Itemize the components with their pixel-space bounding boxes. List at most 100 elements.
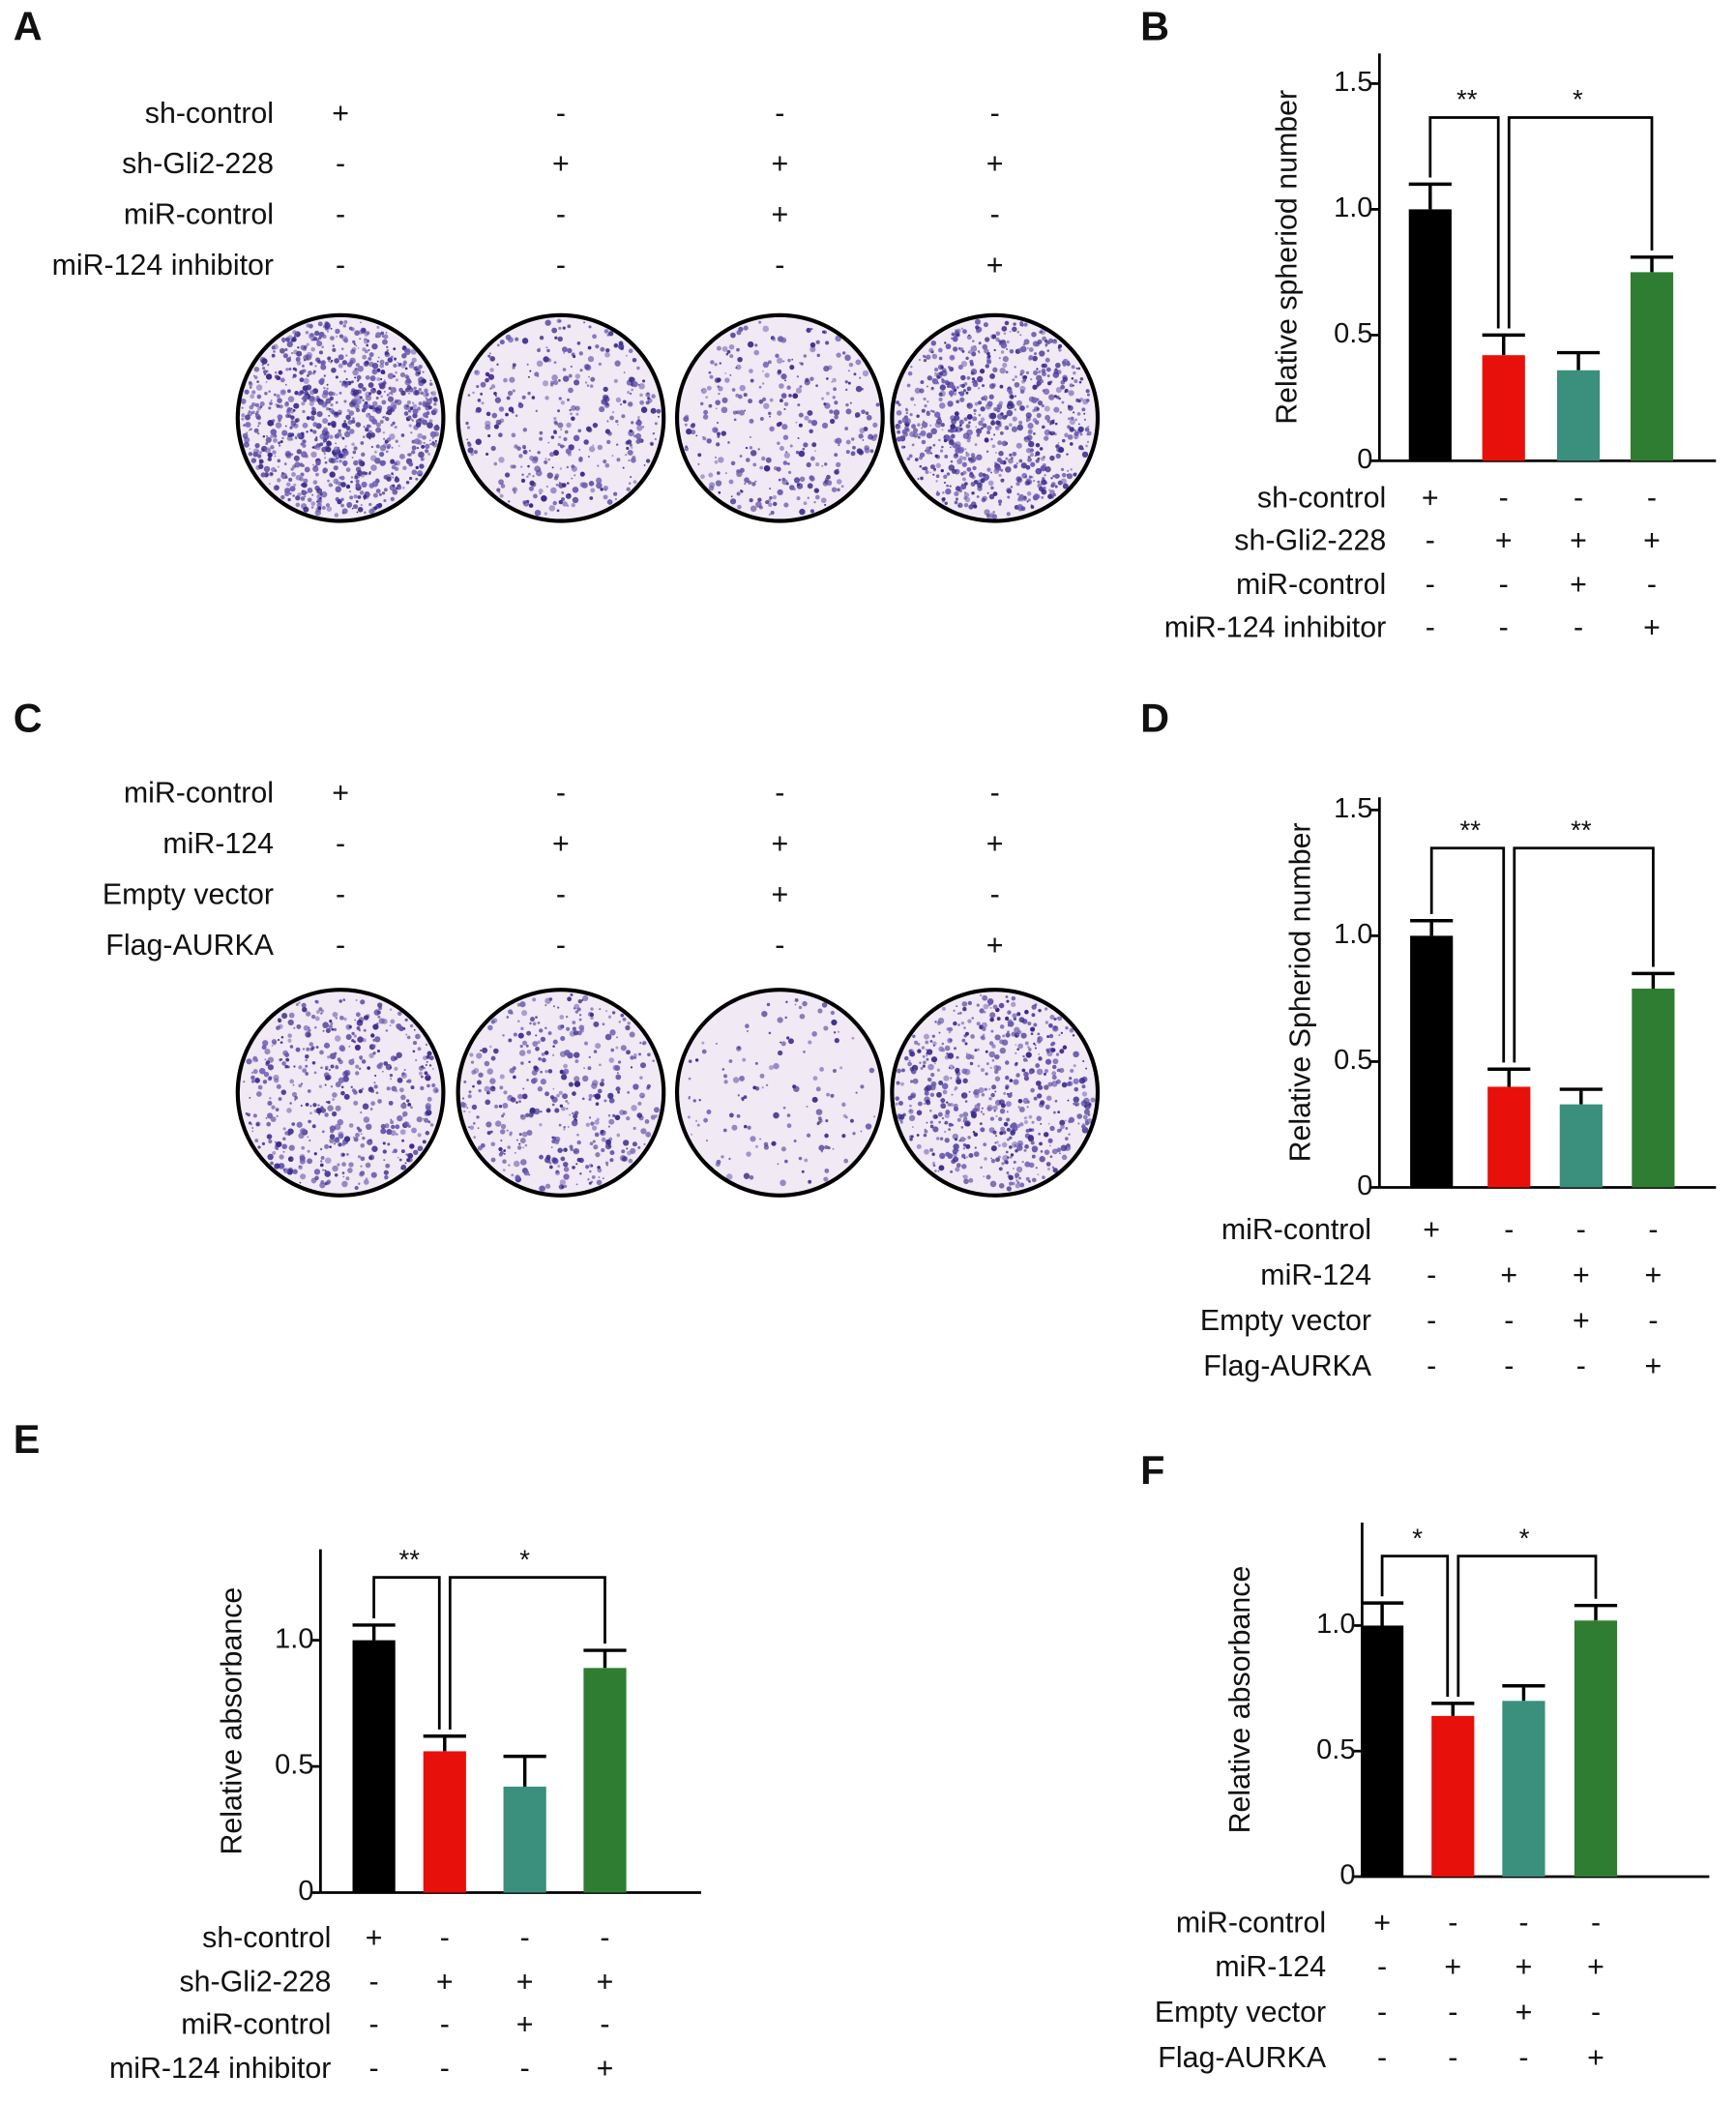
colony — [602, 1022, 605, 1026]
colony — [290, 407, 293, 410]
colony — [1038, 1084, 1044, 1090]
colony — [955, 1167, 960, 1172]
colony — [609, 1158, 614, 1163]
colony — [340, 435, 343, 438]
colony — [1009, 1079, 1014, 1082]
colony — [262, 434, 266, 438]
significance-label: * — [1412, 1523, 1423, 1553]
colony — [571, 1119, 578, 1127]
colony — [334, 1173, 338, 1177]
colony — [625, 453, 628, 457]
colony — [954, 411, 959, 417]
colony — [318, 1112, 321, 1115]
colony — [1026, 500, 1029, 503]
colony — [577, 429, 582, 433]
colony — [250, 428, 252, 430]
colony — [343, 1093, 350, 1100]
colony — [498, 457, 505, 463]
colony — [386, 445, 391, 450]
y-tick-label: 0 — [298, 1876, 313, 1907]
colony — [638, 383, 645, 390]
condition-sign: - — [1427, 1350, 1436, 1382]
colony — [737, 356, 743, 363]
colony — [843, 1158, 849, 1164]
colony — [1002, 1154, 1009, 1162]
colony — [807, 496, 809, 499]
colony — [1049, 432, 1053, 436]
colony — [798, 423, 803, 428]
colony — [330, 327, 333, 330]
colony — [285, 368, 289, 371]
condition-sign: - — [369, 2053, 379, 2085]
colony — [1019, 321, 1024, 326]
colony — [1012, 1181, 1015, 1186]
colony — [688, 1059, 692, 1063]
colony — [344, 445, 347, 448]
colony — [1037, 1036, 1041, 1040]
colony — [360, 1133, 363, 1136]
colony — [588, 325, 592, 329]
colony — [404, 374, 409, 379]
colony — [1044, 1084, 1049, 1090]
colony — [945, 488, 952, 495]
colony — [588, 1097, 592, 1102]
colony — [428, 419, 433, 424]
colony — [272, 450, 277, 455]
colony — [308, 1028, 311, 1032]
colony — [306, 342, 309, 346]
colony — [500, 1140, 503, 1142]
colony — [563, 1063, 568, 1069]
colony — [380, 395, 384, 399]
colony — [270, 429, 278, 435]
colony — [584, 364, 592, 371]
colony — [1010, 1129, 1016, 1135]
colony — [349, 490, 351, 493]
colony — [526, 363, 529, 366]
colony — [1053, 1017, 1057, 1022]
colony — [300, 1128, 307, 1135]
colony — [390, 496, 396, 502]
colony — [550, 1146, 553, 1149]
colony — [521, 1131, 528, 1138]
colony — [769, 488, 772, 490]
colony — [992, 510, 995, 514]
colony — [728, 1157, 731, 1161]
colony — [986, 1104, 993, 1111]
colony — [334, 1052, 338, 1055]
colony — [977, 1064, 981, 1068]
colony — [926, 1054, 928, 1057]
colony — [592, 1080, 599, 1086]
y-axis-label: Relative Spheriod number — [1284, 822, 1316, 1162]
colony — [493, 1048, 499, 1054]
colony — [343, 370, 346, 373]
colony — [983, 322, 988, 328]
colony — [895, 1102, 898, 1106]
colony — [834, 414, 839, 420]
colony — [478, 1072, 484, 1078]
colony — [485, 1099, 491, 1106]
colony — [249, 386, 252, 389]
panel-letter: A — [14, 4, 43, 48]
colony — [1015, 1073, 1020, 1078]
colony — [529, 370, 532, 372]
colony — [1050, 477, 1053, 480]
colony — [742, 1057, 747, 1062]
colony — [933, 467, 937, 471]
colony — [567, 1102, 570, 1105]
colony — [974, 401, 979, 406]
colony — [777, 489, 783, 496]
colony — [964, 448, 967, 451]
condition-sign: + — [1500, 1259, 1517, 1291]
condition-sign: + — [332, 98, 349, 130]
colony — [526, 1050, 532, 1054]
colony — [735, 410, 740, 415]
colony — [695, 434, 698, 437]
colony — [1008, 390, 1014, 396]
colony — [427, 1083, 430, 1088]
colony — [596, 1179, 603, 1186]
colony — [544, 459, 548, 464]
colony — [617, 424, 619, 426]
colony — [622, 400, 627, 404]
colony — [1055, 1079, 1061, 1084]
